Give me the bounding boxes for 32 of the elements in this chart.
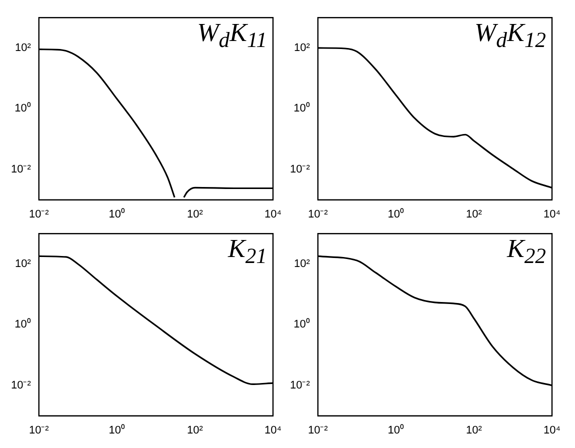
chart-title: W$_{d}$K$_{12}$ [474,18,546,52]
y-tick-label: 10² [14,258,32,270]
y-tick-label: 10² [294,42,310,54]
x-tick-label: 10⁰ [108,207,126,220]
x-tick-label: 10⁻² [28,424,50,436]
x-tick-label: 10² [187,208,204,220]
chart-title: K$_{22}$ [507,234,546,268]
x-tick-label: 10⁴ [264,424,282,436]
x-tick-label: 10⁴ [544,424,561,436]
chart-title: W$_{d}$K$_{11}$ [197,18,267,52]
y-tick-label: 10⁻² [10,379,32,392]
x-tick-label: 10² [466,424,482,436]
y-tick-label: 10⁰ [294,318,310,331]
x-tick-label: 10² [187,424,204,436]
x-tick-label: 10⁰ [108,423,126,436]
x-tick-label: 10² [466,208,482,220]
x-tick-label: 10⁰ [388,207,404,220]
x-tick-label: 10⁻² [308,424,328,436]
x-tick-label: 10⁰ [388,423,404,436]
y-tick-label: 10⁰ [14,102,31,115]
y-tick-label: 10⁻² [290,163,310,176]
y-tick-label: 10² [14,42,32,54]
y-tick-label: 10⁻² [10,163,32,176]
chart-title: K$_{21}$ [228,234,267,268]
y-tick-label: 10² [294,258,310,270]
x-tick-label: 10⁻² [308,208,328,220]
y-tick-label: 10⁰ [14,318,31,331]
y-tick-label: 10⁻² [290,379,310,392]
y-tick-label: 10⁰ [294,102,310,115]
x-tick-label: 10⁴ [264,208,282,220]
x-tick-label: 10⁴ [544,208,561,220]
x-tick-label: 10⁻² [28,208,50,220]
